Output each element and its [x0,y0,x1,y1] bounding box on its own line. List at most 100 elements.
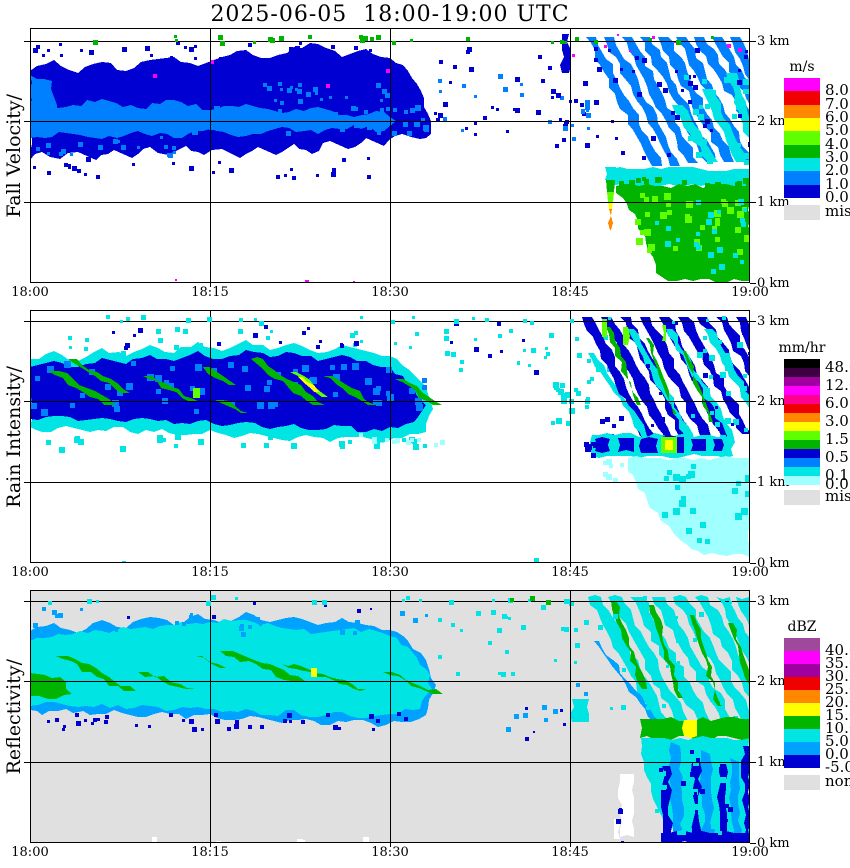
echo-speckle [302,331,306,335]
echo-patch [639,437,658,453]
echo-speckle [410,108,415,113]
height-tick-left [24,681,30,682]
echo-speckle [567,599,570,602]
height-label: 0 km [757,836,790,851]
echo-speckle [451,352,456,357]
echo-speckle [316,345,320,349]
echo-speckle [362,52,365,55]
echo-speckle [260,725,264,729]
echo-speckle [609,464,613,468]
echo-speckle [562,138,566,142]
echo-speckle [412,439,417,444]
echo-speckle [386,391,391,396]
echo-speckle [695,661,699,665]
echo-speckle [316,174,319,177]
echo-speckle [466,37,470,41]
echo-speckle [721,599,725,603]
echo-speckle [47,171,51,175]
echo-speckle [684,75,689,80]
legend-value: 0.0 [825,475,849,493]
echo-speckle [183,329,188,334]
echo-speckle [214,713,218,717]
echo-speckle [167,153,171,157]
echo-speckle [68,164,71,167]
echo-speckle [189,719,194,724]
echo-speckle [509,329,513,333]
echo-speckle [174,35,177,38]
echo-speckle [461,129,464,132]
echo-speckle [544,718,548,722]
echo-speckle [386,367,392,373]
echo-speckle [80,608,83,611]
echo-speckle [618,809,623,814]
echo-speckle [659,768,663,772]
echo-speckle [662,704,666,708]
echo-speckle [553,709,558,714]
echo-speckle [33,166,36,169]
echo-speckle [584,620,589,625]
echo-speckle [690,508,696,514]
echo-speckle [555,144,559,148]
echo-speckle [693,75,696,78]
echo-speckle [192,129,198,135]
echo-speckle [705,539,710,544]
echo-speckle [235,597,238,600]
echo-speckle [744,153,750,159]
echo-speckle [268,37,273,42]
echo-speckle [164,145,168,149]
echo-speckle [402,438,406,442]
echo-speckle [673,474,680,481]
echo-streak [702,89,746,162]
echo-speckle [89,50,94,55]
echo-speckle [322,600,327,605]
echo-speckle [735,182,739,186]
echo-streak [138,672,196,689]
echo-speckle [695,48,700,53]
echo-speckle [724,353,730,359]
echo-patch [595,437,610,453]
height-tick-left [24,401,30,402]
legend-value: 0.1 [825,466,849,484]
echo-speckle [316,46,320,50]
time-label: 19:00 [731,845,769,860]
echo-speckle [292,176,296,180]
echo-speckle [635,219,641,225]
echo-speckle [530,321,534,325]
echo-speckle [648,244,655,251]
echo-speckle [561,627,565,631]
echo-speckle [725,357,731,363]
echo-speckle [403,122,408,127]
echo-speckle [576,391,581,396]
echo-speckle [302,50,307,55]
echo-speckle [724,77,730,83]
time-label: 18:00 [11,845,49,860]
echo-speckle [266,336,270,340]
echo-speckle [402,599,405,602]
echo-speckle [587,359,591,363]
echo-speckle [723,397,726,400]
echo-speckle [682,180,687,185]
height-tick-right [750,482,756,483]
echo-speckle [68,336,72,340]
echo-streak [323,376,378,405]
legend-value: 8.0 [825,81,849,99]
echo-streak [586,37,662,166]
legend-value: 5.0 [825,732,849,750]
time-label: 19:00 [731,565,769,580]
echo-speckle [622,668,626,672]
time-label: 19:00 [731,285,769,300]
echo-speckle [63,725,66,728]
echo-streak [690,615,722,706]
echo-speckle [87,599,92,604]
echo-speckle [357,609,361,613]
echo-speckle [554,386,558,390]
echo-speckle [551,421,555,425]
legend-color-box [784,91,820,105]
echo-speckle [740,260,744,264]
echo-speckle [649,38,652,41]
echo-speckle [374,443,380,449]
echo-speckle [372,439,377,444]
echo-speckle [341,364,347,370]
echo-speckle [249,106,253,110]
echo-speckle [376,83,381,88]
